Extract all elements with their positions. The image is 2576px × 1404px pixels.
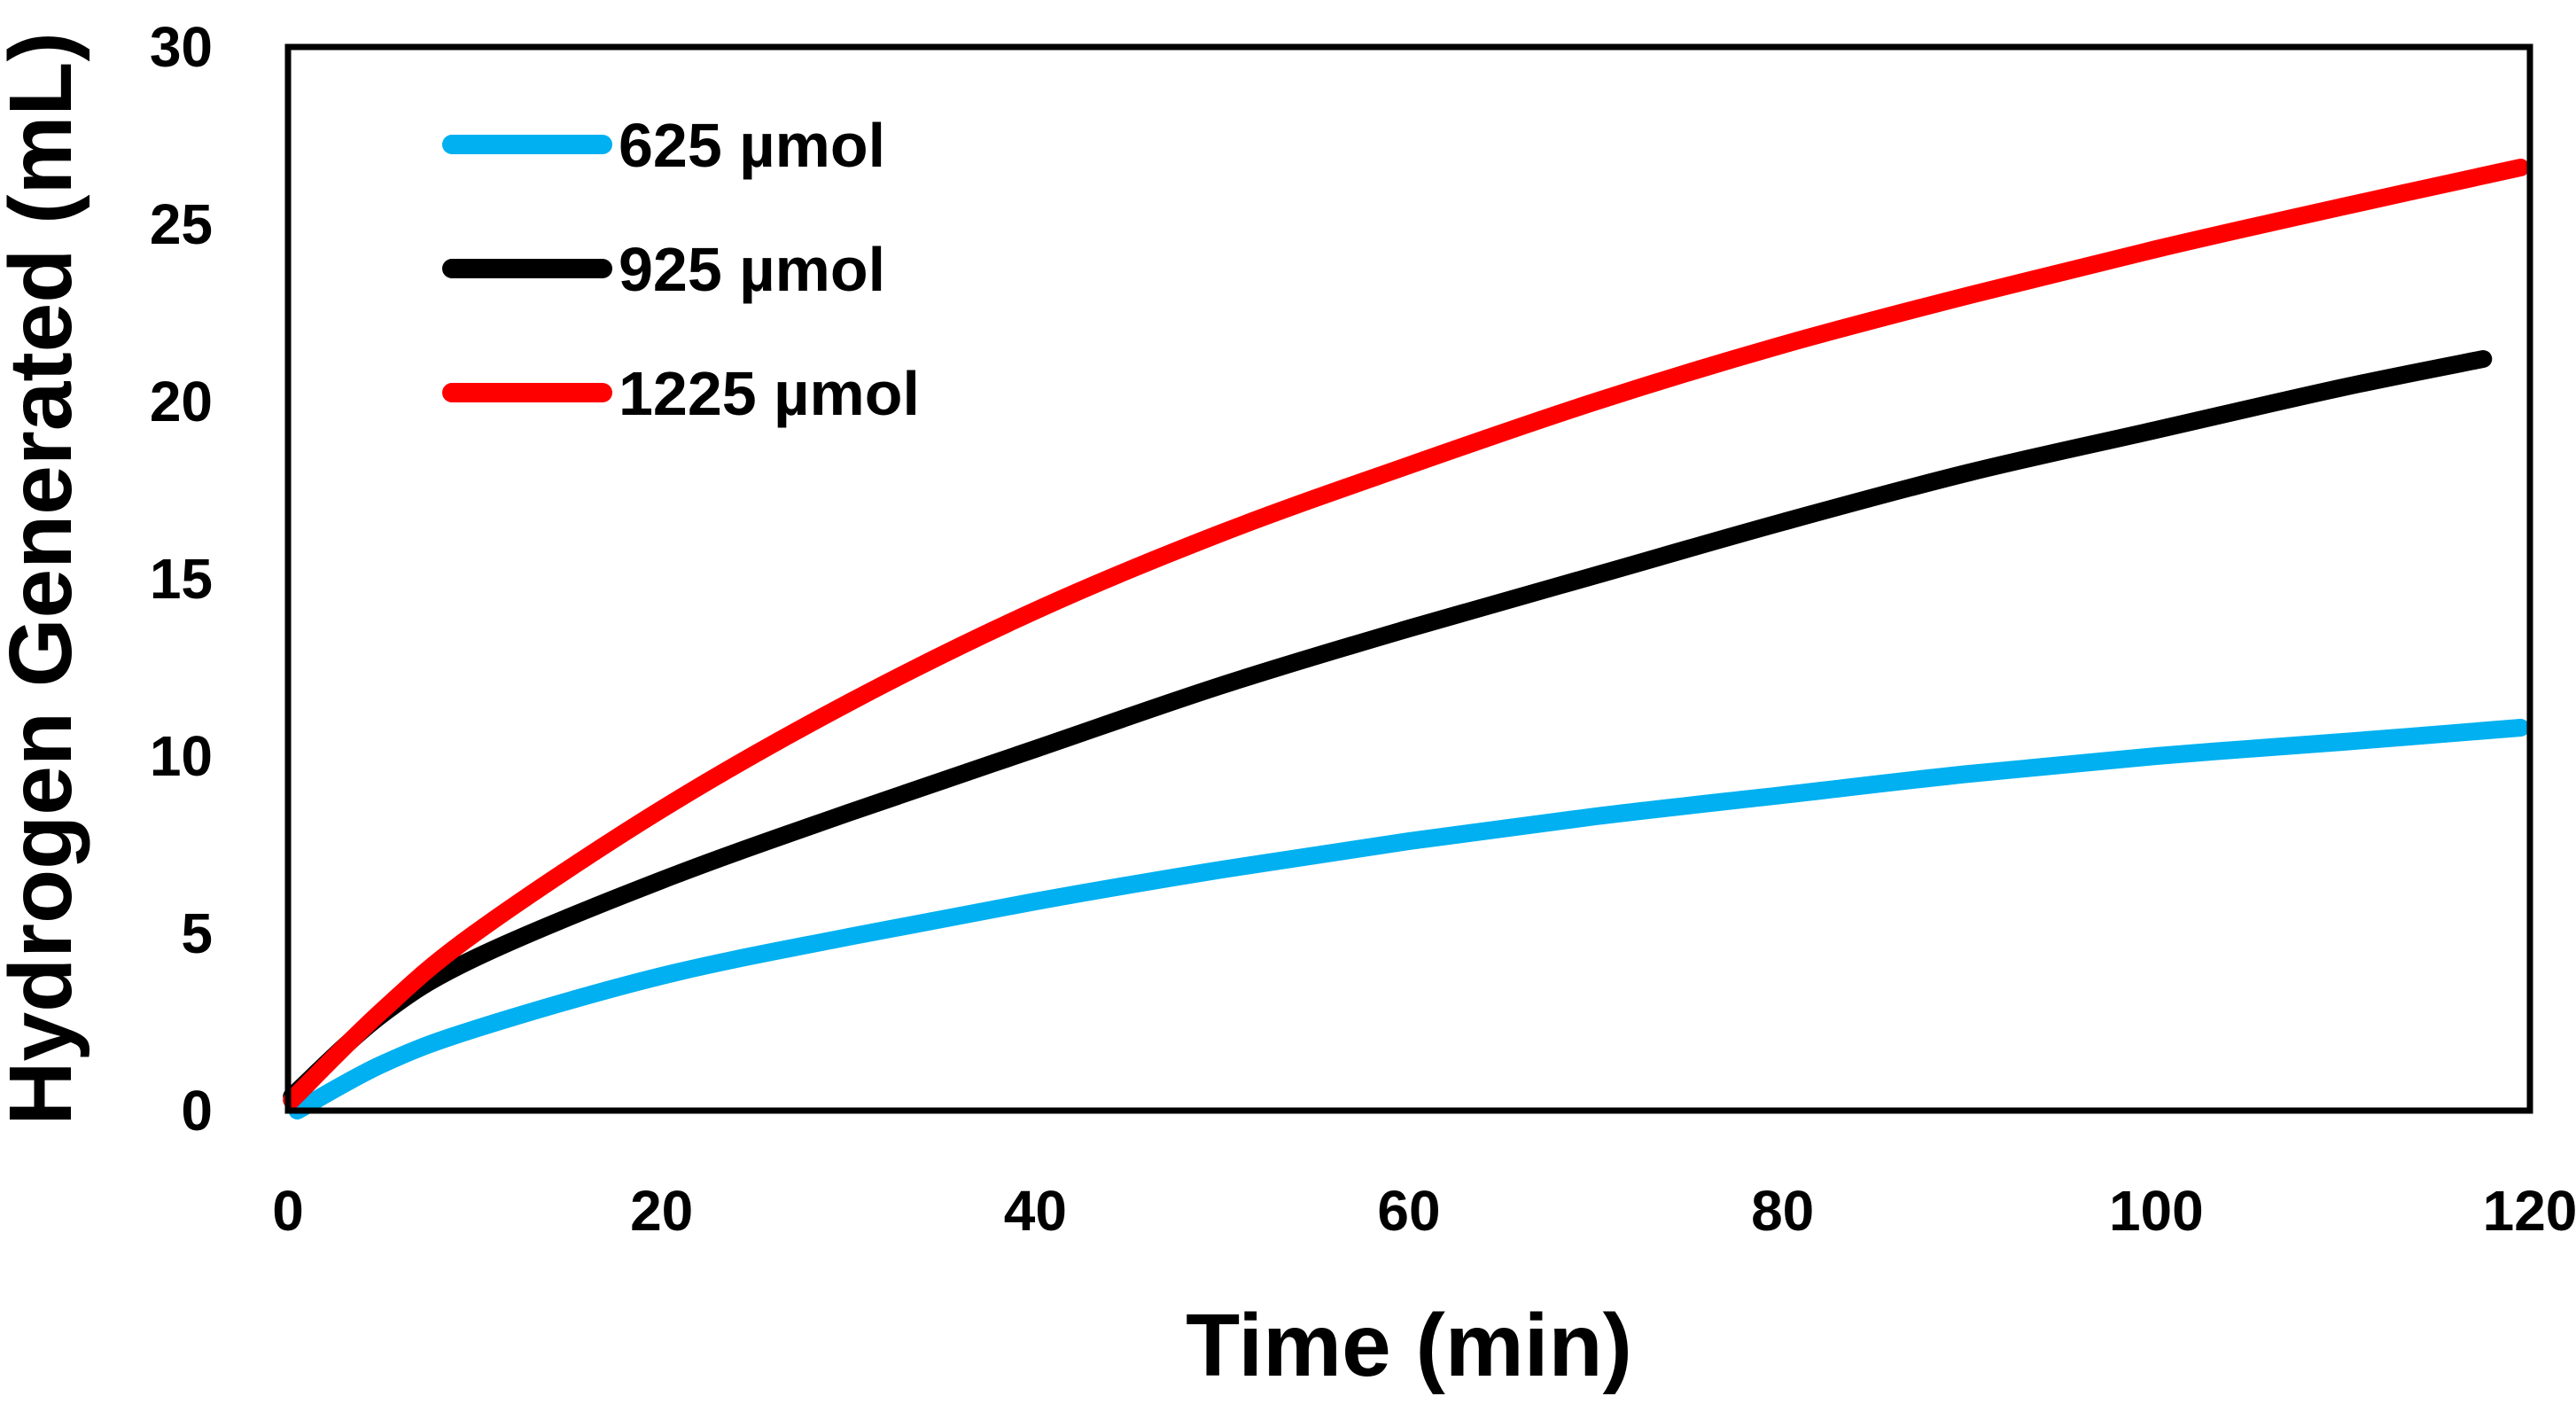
y-axis-title: Hydrogen Generated (mL) (0, 32, 90, 1126)
series-line-0 (288, 719, 2530, 1119)
y-tick-label: 30 (150, 15, 213, 79)
y-tick-label: 0 (181, 1079, 213, 1143)
y-tick-label: 5 (181, 901, 213, 965)
series-lines (283, 159, 2530, 1119)
x-tick-label: 120 (2483, 1179, 2576, 1243)
legend-label-2: 1225 µmol (619, 359, 920, 428)
y-tick-label: 10 (150, 724, 213, 788)
y-tick-label: 15 (150, 547, 213, 611)
x-tick-label: 40 (1004, 1179, 1067, 1243)
x-tick-label: 20 (630, 1179, 693, 1243)
y-tick-label: 25 (150, 192, 213, 256)
legend-label-1: 925 µmol (619, 235, 885, 304)
y-tick-label: 20 (150, 370, 213, 433)
x-tick-label: 100 (2109, 1179, 2204, 1243)
legend-label-0: 625 µmol (619, 111, 885, 180)
x-tick-labels: 0 20 40 60 80 100 120 (272, 1179, 2576, 1243)
x-tick-label: 60 (1377, 1179, 1440, 1243)
series-line-1 (283, 350, 2493, 1105)
x-tick-label: 0 (272, 1179, 304, 1243)
legend: 625 µmol 925 µmol 1225 µmol (442, 111, 920, 428)
x-tick-label: 80 (1751, 1179, 1814, 1243)
y-tick-labels: 0 5 10 15 20 25 30 (150, 15, 213, 1143)
x-axis-title: Time (min) (1186, 1296, 1632, 1395)
series-line-2 (283, 159, 2530, 1109)
plot-frame (284, 43, 2533, 1114)
